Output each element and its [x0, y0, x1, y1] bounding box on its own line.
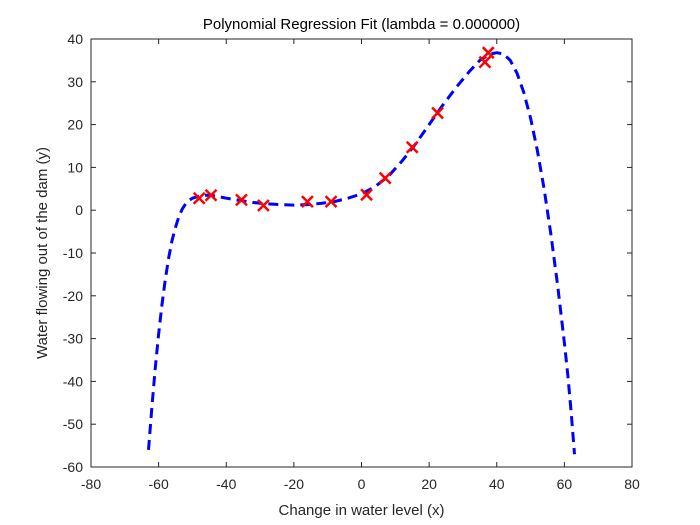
- x-tick-label: 0: [358, 476, 366, 492]
- data-point-marker: [192, 191, 206, 205]
- tick-layer: -80 -60 -40 -20 0 20 40 60 80-60-50-40-30-20-100…: [63, 31, 640, 492]
- x-tick-label: -40: [216, 476, 236, 492]
- x-tick-label: 80: [624, 476, 640, 492]
- data-point-marker: [431, 106, 444, 120]
- data-point-marker: [405, 140, 419, 154]
- y-tick-label: -60: [63, 459, 83, 475]
- data-point-marker: [301, 195, 314, 209]
- y-tick-label: 40: [67, 31, 83, 47]
- y-tick-label: -40: [63, 373, 83, 389]
- x-axis-label: Change in water level (x): [279, 502, 445, 519]
- y-tick-label: -20: [63, 288, 83, 304]
- x-tick-label: 40: [489, 476, 505, 492]
- y-tick-label: -50: [63, 416, 83, 432]
- y-tick-label: 10: [67, 159, 83, 175]
- chart-title: Polynomial Regression Fit (lambda = 0.00…: [203, 16, 520, 33]
- x-tick-label: -80: [81, 476, 101, 492]
- y-tick-label: 0: [75, 202, 83, 218]
- y-tick-label: 20: [67, 117, 83, 133]
- x-tick-label: 60: [557, 476, 573, 492]
- data-point-marker: [481, 46, 495, 60]
- data-point-marker: [378, 171, 392, 185]
- plot-area: [91, 39, 632, 467]
- data-point-marker: [204, 188, 218, 202]
- y-tick-label: 30: [67, 74, 83, 90]
- x-tick-label: -60: [149, 476, 169, 492]
- fit-curve-line: [147, 51, 576, 455]
- x-tick-label: 20: [421, 476, 437, 492]
- fit-curve-layer: [147, 51, 576, 455]
- x-tick-label: -20: [284, 476, 304, 492]
- data-point-marker: [235, 193, 248, 207]
- data-point-marker: [360, 188, 373, 202]
- data-point-marker: [324, 195, 338, 209]
- y-tick-label: -30: [63, 331, 83, 347]
- data-points-layer: [192, 46, 495, 212]
- y-tick-label: -10: [63, 245, 83, 261]
- data-point-marker: [478, 55, 492, 69]
- y-axis-label: Water flowing out of the dam (y): [34, 147, 51, 359]
- data-point-marker: [257, 199, 270, 212]
